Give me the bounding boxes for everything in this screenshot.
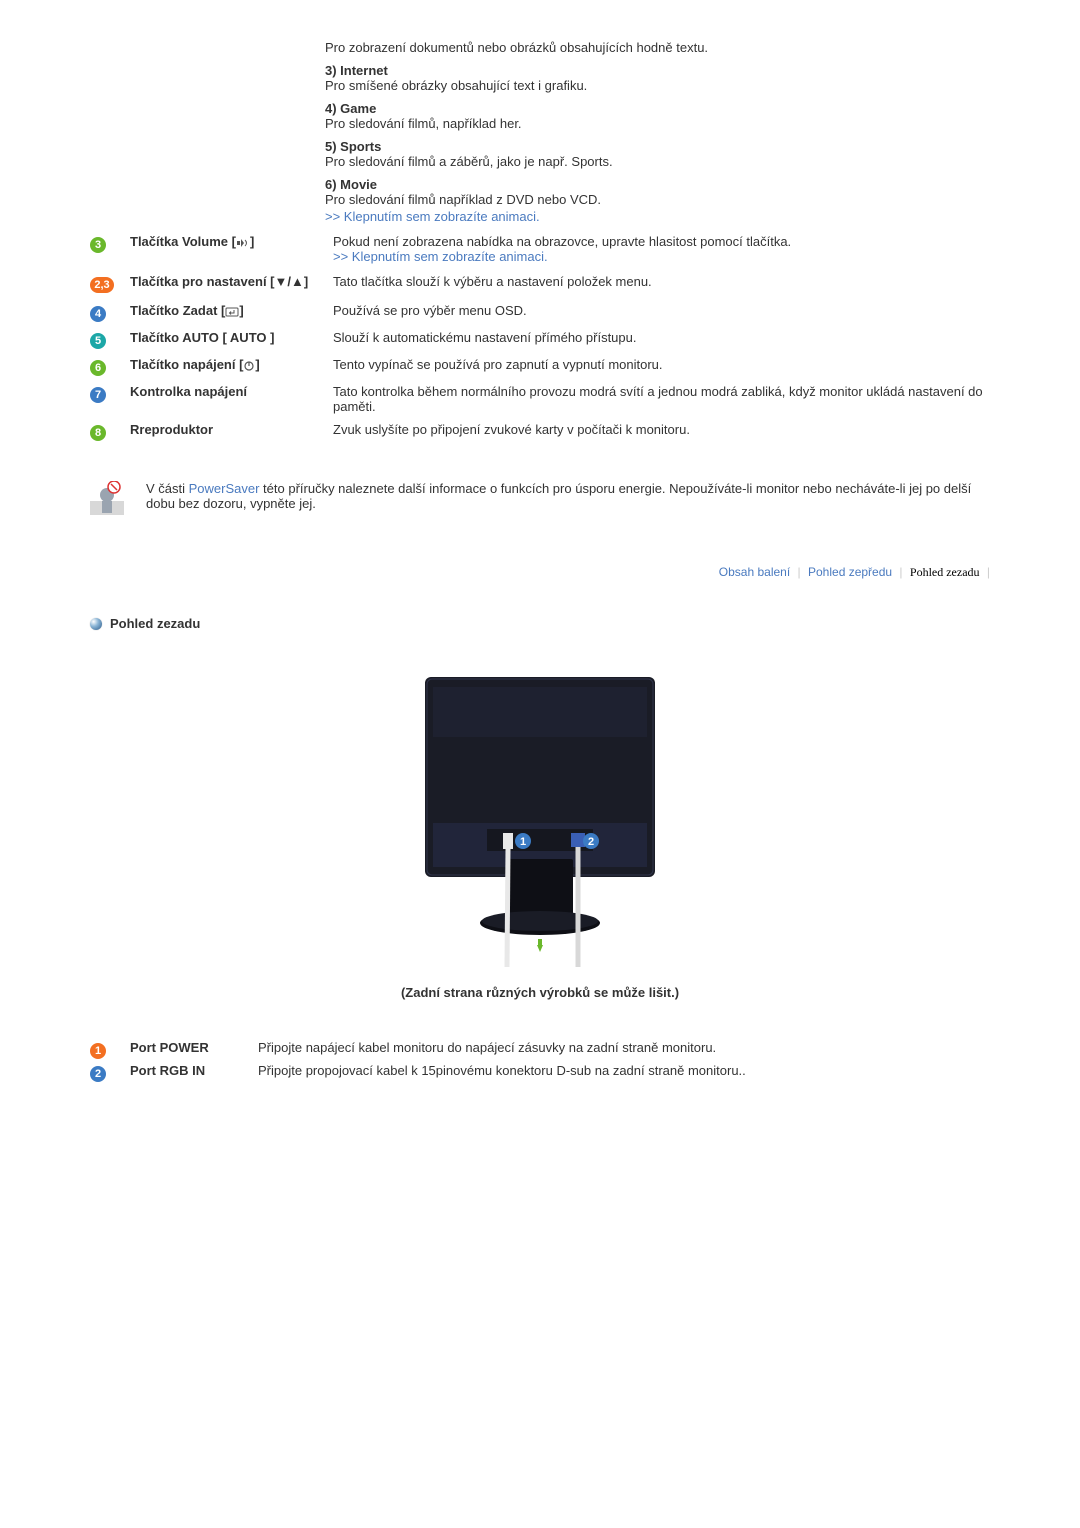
link-volume[interactable]: >> Klepnutím sem zobrazíte animaci. (333, 249, 990, 264)
row-volume: 3 Tlačítka Volume [] Pokud není zobrazen… (90, 234, 990, 264)
badge-4: 4 (90, 306, 106, 322)
bullet-icon (90, 618, 102, 630)
enter-icon (225, 307, 239, 317)
mode-game-desc: Pro sledování filmů, například her. (325, 116, 990, 131)
mode-movie-desc: Pro sledování filmů například z DVD nebo… (325, 192, 990, 207)
svg-text:2: 2 (588, 836, 594, 848)
section-rear-title: Pohled zezadu (110, 616, 200, 631)
rear-caption: (Zadní strana různých výrobků se může li… (90, 985, 990, 1000)
mode-link[interactable]: >> Klepnutím sem zobrazíte animaci. (325, 209, 990, 224)
volume-icon (236, 238, 250, 248)
desc-adjust: Tato tlačítka slouží k výběru a nastaven… (333, 274, 990, 289)
row-auto: 5 Tlačítko AUTO [ AUTO ] Slouží k automa… (90, 330, 990, 349)
badge-5: 5 (90, 333, 106, 349)
desc-auto: Slouží k automatickému nastavení přímého… (333, 330, 990, 345)
mode-text: Pro zobrazení dokumentů nebo obrázků obs… (325, 40, 990, 224)
mode-sports-desc: Pro sledování filmů a záběrů, jako je na… (325, 154, 990, 169)
badge-6: 6 (90, 360, 106, 376)
label-power-led: Kontrolka napájení (130, 384, 333, 399)
row-speaker: 8 Rreproduktor Zvuk uslyšíte po připojen… (90, 422, 990, 441)
svg-text:1: 1 (520, 836, 526, 848)
mode-movie-title: 6) Movie (325, 177, 990, 192)
desc-port-power: Připojte napájecí kabel monitoru do napá… (258, 1040, 990, 1055)
nav-tabs: Obsah balení | Pohled zepředu | Pohled z… (90, 565, 990, 586)
desc-volume: Pokud není zobrazena nabídka na obrazovc… (333, 234, 990, 249)
nav-rear[interactable]: Pohled zezadu (910, 565, 980, 579)
monitor-rear-image: 1 2 (90, 667, 990, 967)
badge-23: 2,3 (90, 277, 114, 293)
note-powersaver: V části PowerSaver této příručky nalezne… (90, 481, 990, 515)
mode-internet-desc: Pro smíšené obrázky obsahující text i gr… (325, 78, 990, 93)
mode-game-title: 4) Game (325, 101, 990, 116)
nav-front[interactable]: Pohled zepředu (808, 565, 892, 579)
desc-enter: Používá se pro výběr menu OSD. (333, 303, 990, 318)
desc-port-rgb: Připojte propojovací kabel k 15pinovému … (258, 1063, 990, 1078)
badge-8: 8 (90, 425, 106, 441)
label-volume: Tlačítka Volume [] (130, 234, 333, 249)
label-speaker: Rreproduktor (130, 422, 333, 437)
row-port-rgb: 2 Port RGB IN Připojte propojovací kabel… (90, 1063, 990, 1082)
nav-obsah[interactable]: Obsah balení (719, 565, 790, 579)
label-enter: Tlačítko Zadat [] (130, 303, 333, 318)
label-adjust: Tlačítka pro nastavení [▼/▲] (130, 274, 333, 289)
section-rear-header: Pohled zezadu (90, 616, 990, 631)
label-port-rgb: Port RGB IN (130, 1063, 258, 1078)
power-icon (243, 360, 255, 372)
desc-speaker: Zvuk uslyšíte po připojení zvukové karty… (333, 422, 990, 437)
note-text: V části PowerSaver této příručky nalezne… (146, 481, 990, 511)
label-auto: Tlačítko AUTO [ AUTO ] (130, 330, 333, 345)
row-adjust: 2,3 Tlačítka pro nastavení [▼/▲] Tato tl… (90, 274, 990, 293)
powersaver-link[interactable]: PowerSaver (189, 481, 260, 496)
badge-port-2: 2 (90, 1066, 106, 1082)
mode-text-desc: Pro zobrazení dokumentů nebo obrázků obs… (325, 40, 990, 55)
mode-sports-title: 5) Sports (325, 139, 990, 154)
desc-power-btn: Tento vypínač se používá pro zapnutí a v… (333, 357, 990, 372)
row-port-power: 1 Port POWER Připojte napájecí kabel mon… (90, 1040, 990, 1059)
note-icon (90, 481, 130, 515)
badge-3: 3 (90, 237, 106, 253)
label-power-btn: Tlačítko napájení [] (130, 357, 333, 372)
row-enter: 4 Tlačítko Zadat [] Používá se pro výběr… (90, 303, 990, 322)
label-port-power: Port POWER (130, 1040, 258, 1055)
badge-port-1: 1 (90, 1043, 106, 1059)
row-power-btn: 6 Tlačítko napájení [] Tento vypínač se … (90, 357, 990, 376)
row-power-led: 7 Kontrolka napájení Tato kontrolka běhe… (90, 384, 990, 414)
desc-power-led: Tato kontrolka během normálního provozu … (333, 384, 990, 414)
badge-7: 7 (90, 387, 106, 403)
mode-internet-title: 3) Internet (325, 63, 990, 78)
